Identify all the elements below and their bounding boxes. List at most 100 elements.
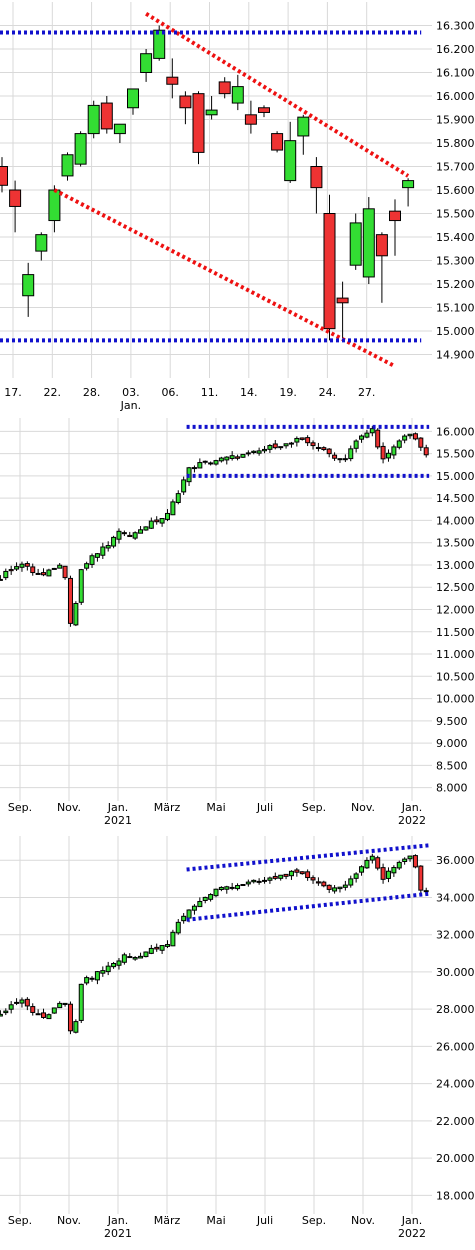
- candle-up: [191, 467, 197, 470]
- candle-up: [342, 458, 348, 461]
- candle-up: [256, 880, 262, 883]
- candle-down: [179, 95, 192, 109]
- y-tick-label: 34.000: [436, 891, 475, 904]
- candle-up: [218, 457, 224, 462]
- candle-down: [380, 445, 386, 460]
- candle-up: [57, 564, 63, 569]
- y-tick-label: 14.500: [436, 492, 475, 505]
- candle-up: [284, 140, 297, 182]
- candle-up: [278, 446, 284, 449]
- candle-up: [132, 532, 138, 539]
- candle-up: [0, 1013, 3, 1017]
- candle-down: [24, 998, 30, 1007]
- x-tick-label: Nov.: [351, 1214, 375, 1227]
- y-tick-label: 15.600: [436, 184, 475, 197]
- candle-up: [278, 874, 284, 879]
- candle-up: [407, 433, 413, 437]
- candle-up: [19, 563, 25, 568]
- candle-up: [175, 493, 181, 503]
- y-tick-label: 15.400: [436, 231, 475, 244]
- candle-down: [166, 76, 179, 85]
- chart-daily-dow: 36.000 34.000 32.000 30.000 28.000 26.000 24.0…: [0, 836, 475, 1240]
- candle-up: [74, 133, 87, 165]
- x-tick-label: Juli: [256, 1214, 273, 1227]
- y-tick-label: 14.900: [436, 349, 475, 362]
- candle-down: [8, 569, 14, 572]
- y-tick-label: 8.000: [436, 782, 468, 795]
- candle-down: [9, 189, 22, 207]
- y-tick-label: 15.900: [436, 114, 475, 127]
- chart-intraday-jan: 16.300 16.200 16.100 16.000 15.900 15.800 15.7…: [0, 2, 475, 412]
- candle-up: [229, 455, 235, 459]
- candle-down: [272, 875, 278, 879]
- candle-up: [229, 886, 235, 889]
- candle-up: [245, 881, 251, 885]
- x-tick-label: Jan.: [107, 801, 128, 814]
- candle-up: [342, 884, 348, 888]
- x-tick-label: Jan.: [401, 1214, 422, 1227]
- candle-down: [412, 433, 418, 440]
- candle-down: [389, 210, 401, 222]
- candle-down: [154, 946, 160, 950]
- y-tick-label: 15.100: [436, 302, 475, 315]
- candle-up: [73, 1021, 79, 1033]
- candle-down: [30, 1006, 36, 1013]
- y-tick-label: 13.000: [436, 559, 475, 572]
- candle-down: [336, 297, 349, 304]
- candle-up: [159, 945, 165, 951]
- candle-down: [299, 437, 305, 440]
- candle-up: [0, 578, 3, 581]
- candle-down: [294, 869, 300, 873]
- candle-up: [202, 460, 208, 463]
- candle-up: [297, 116, 310, 137]
- candle-down: [41, 572, 47, 576]
- candle-up: [353, 440, 359, 449]
- candle-up: [402, 858, 408, 863]
- candle-up: [46, 569, 52, 577]
- y-tick-label: 16.200: [436, 43, 475, 56]
- candle-down: [154, 519, 160, 523]
- candle-down: [30, 566, 36, 574]
- candle-up: [116, 530, 122, 540]
- x-tick-label: Sep.: [302, 1214, 326, 1227]
- candle-up: [369, 855, 375, 861]
- candle-down: [218, 81, 231, 95]
- candle-up: [143, 526, 149, 531]
- candle-up: [197, 462, 203, 469]
- candle-up: [132, 957, 138, 960]
- x-tick-label: Nov.: [57, 1214, 81, 1227]
- candle-down: [332, 454, 338, 459]
- candle-down: [127, 956, 133, 959]
- candle-down: [412, 855, 418, 868]
- candle-up: [231, 86, 244, 104]
- x-tick-label: 24.: [319, 386, 337, 399]
- y-tick-label: 16.000: [436, 425, 475, 438]
- x-tick-label: 27.: [358, 386, 376, 399]
- candle-up: [283, 443, 289, 447]
- y-tick-label: 36.000: [436, 854, 475, 867]
- candle-down: [240, 884, 246, 887]
- candle-up: [62, 1002, 68, 1005]
- candle-down: [35, 1013, 41, 1016]
- candle-down: [310, 166, 323, 189]
- y-tick-label: 10.500: [436, 670, 475, 683]
- candle-up: [51, 1007, 57, 1014]
- candle-up: [208, 462, 214, 465]
- candle-up: [170, 931, 176, 947]
- candle-up: [84, 977, 90, 984]
- candle-up: [121, 954, 127, 963]
- y-tick-label: 15.000: [436, 470, 475, 483]
- candle-up: [105, 965, 111, 973]
- candle-down: [375, 429, 381, 448]
- x-tick-label: 19.: [279, 386, 297, 399]
- candle-up: [175, 921, 181, 934]
- y-tick-label: 9.500: [436, 715, 468, 728]
- candle-up: [224, 886, 230, 890]
- y-tick-label: 32.000: [436, 929, 475, 942]
- x-tick-label: Jan.: [401, 801, 422, 814]
- candle-up: [138, 529, 144, 534]
- y-tick-label: 22.000: [436, 1115, 475, 1128]
- candle-up: [148, 947, 154, 954]
- candle-up: [402, 435, 408, 441]
- candle-down: [24, 563, 30, 567]
